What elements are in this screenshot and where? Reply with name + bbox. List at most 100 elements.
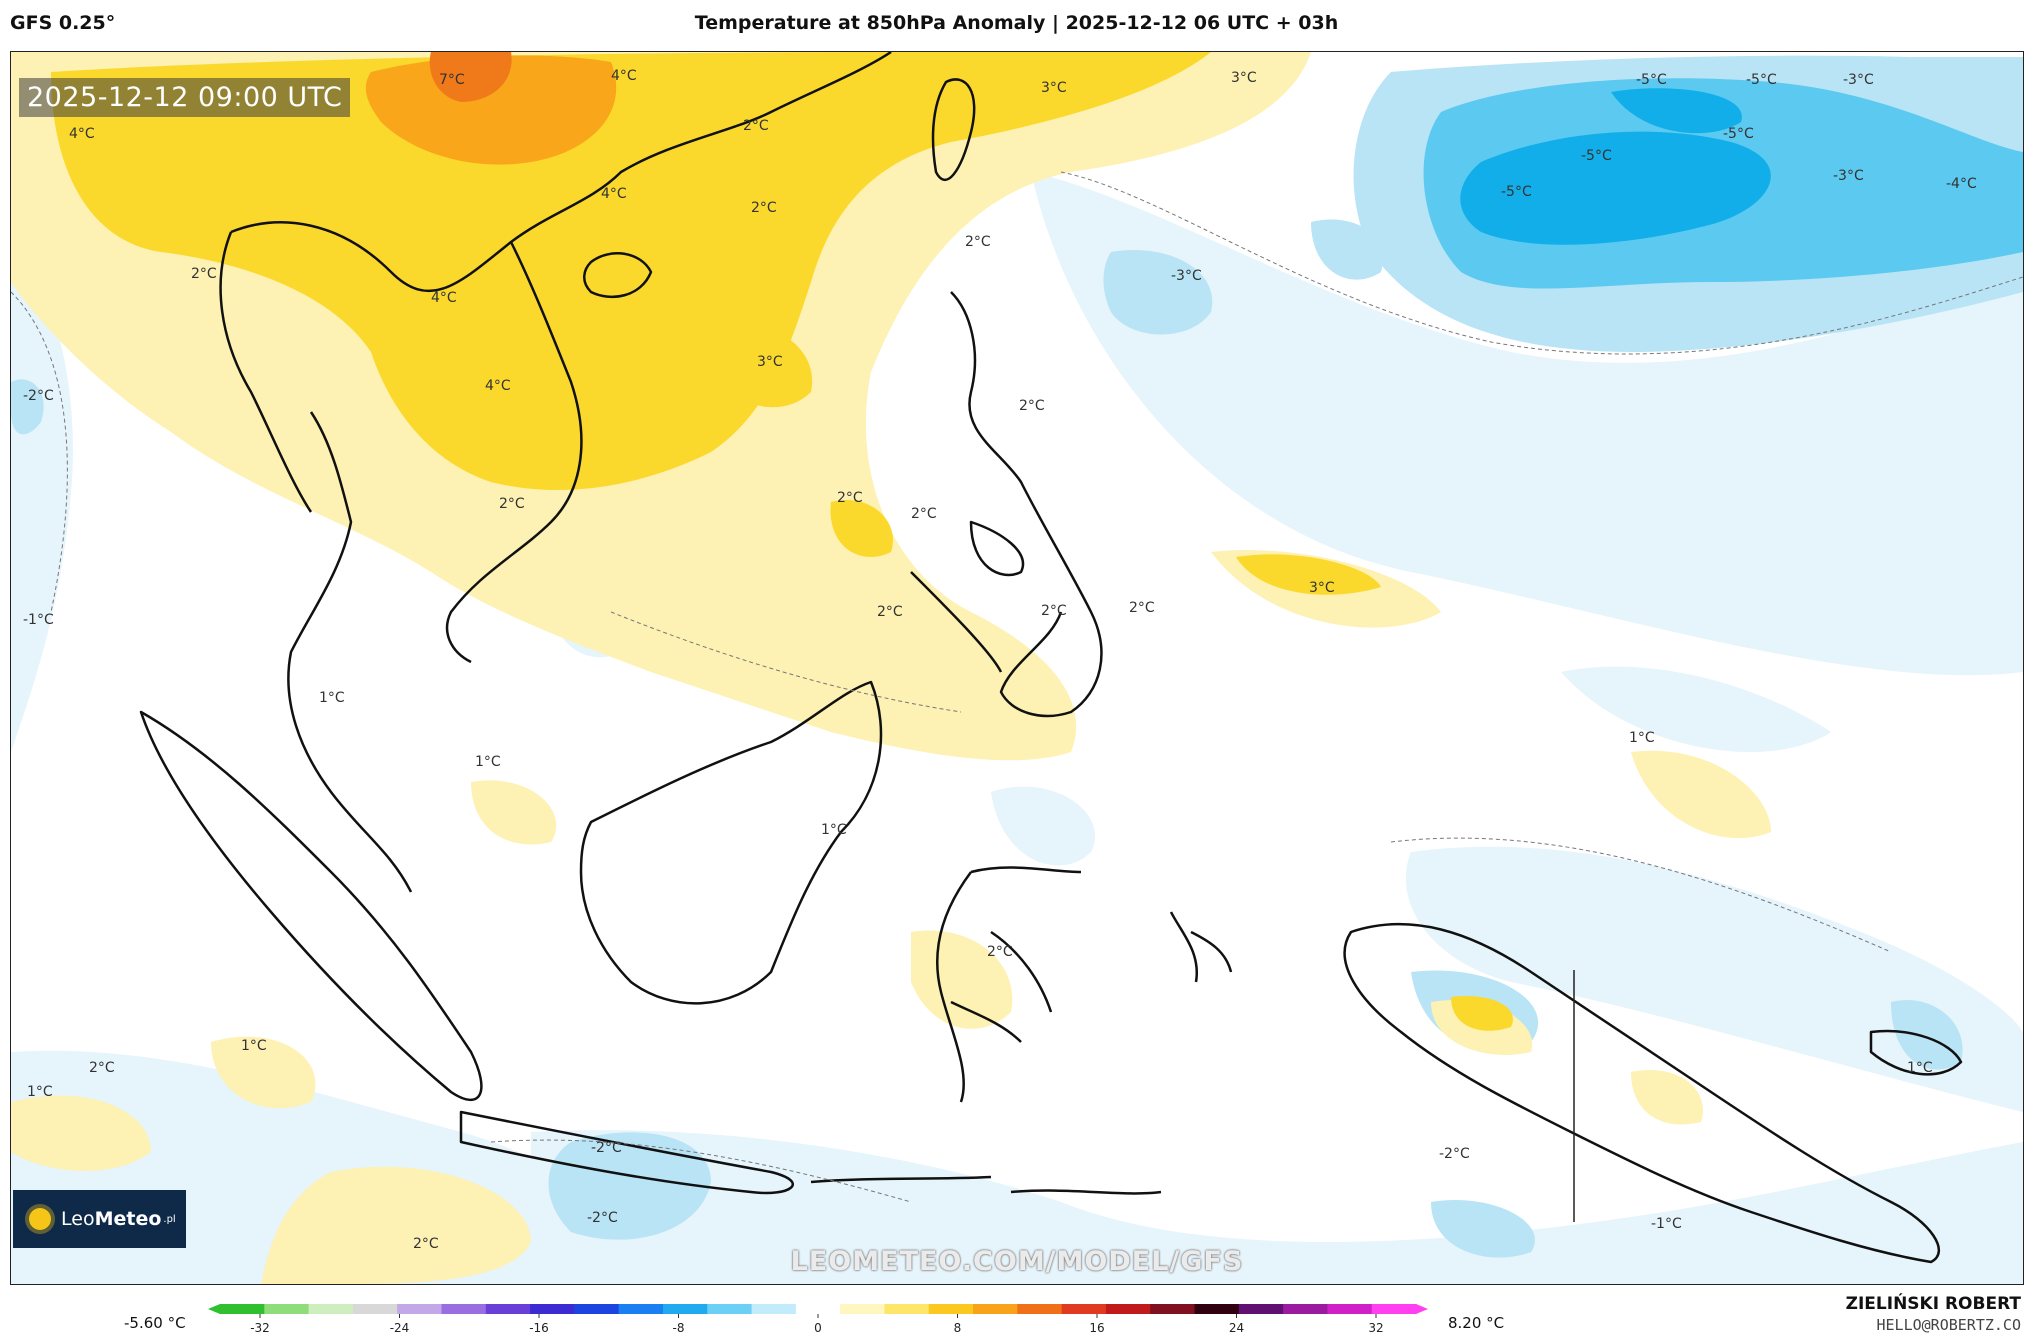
scale-tick-label: -24 (390, 1321, 410, 1335)
scale-color-cell (973, 1304, 1018, 1314)
watermark: LEOMETEO.COM/MODEL/GFS (790, 1246, 1244, 1277)
contour-label: 2°C (743, 118, 769, 134)
scale-color-cell (574, 1304, 620, 1314)
contour-label: 3°C (1231, 70, 1257, 86)
scale-tick-label: 16 (1089, 1321, 1104, 1335)
leometeo-logo[interactable]: Leo Meteo .pl (13, 1190, 186, 1248)
contour-label: 2°C (1129, 600, 1155, 616)
scale-color-cell (795, 1304, 841, 1314)
contour-label: -5°C (1581, 148, 1612, 164)
valid-time-badge: 2025-12-12 09:00 UTC (19, 78, 351, 117)
scale-color-cell (308, 1304, 354, 1314)
sun-icon (29, 1208, 51, 1230)
scale-color-cell (264, 1304, 310, 1314)
scale-color-cell (1105, 1304, 1151, 1314)
contour-label: 2°C (1041, 603, 1067, 619)
logo-text-suffix: .pl (163, 1213, 176, 1225)
contour-label: -2°C (23, 388, 54, 404)
scale-min-label: -5.60 °C (124, 1314, 186, 1332)
deep-blue-anomaly-areas (1460, 88, 1771, 245)
scale-color-cell (1327, 1304, 1373, 1314)
contour-label: 4°C (485, 378, 511, 394)
map-title: Temperature at 850hPa Anomaly | 2025-12-… (694, 12, 1339, 34)
contour-label: -1°C (23, 612, 54, 628)
scale-color-cell (928, 1304, 974, 1314)
contour-label: -5°C (1636, 72, 1667, 88)
scale-color-cell (530, 1304, 575, 1314)
orange-anomaly-areas (365, 55, 617, 165)
scale-tick-label: 0 (814, 1321, 822, 1335)
contour-label: -5°C (1723, 126, 1754, 142)
contour-label: 4°C (69, 126, 95, 142)
dashed-contours (11, 171, 2023, 1203)
scale-tick-label: -8 (673, 1321, 685, 1335)
contour-label: 2°C (877, 604, 903, 620)
scale-arrow-left (208, 1304, 220, 1314)
contour-label: -4°C (1946, 176, 1977, 192)
author-email[interactable]: HELLO@ROBERTZ.CO (1876, 1316, 2022, 1334)
scale-tick-label: 24 (1229, 1321, 1244, 1335)
contour-label: 2°C (413, 1236, 439, 1252)
contour-label: 1°C (821, 822, 847, 838)
scale-tick-label: 32 (1368, 1321, 1383, 1335)
scale-color-cell (220, 1304, 265, 1314)
contour-label: 4°C (611, 68, 637, 84)
scale-tick-label: -16 (529, 1321, 549, 1335)
contour-label: -2°C (591, 1140, 622, 1156)
scale-color-cell (1238, 1304, 1284, 1314)
contour-label: 3°C (1309, 580, 1335, 596)
scale-color-cell (1017, 1304, 1063, 1314)
contour-label: 1°C (241, 1038, 267, 1054)
anomaly-map[interactable]: 7°C 4°C 3°C 3°C -5°C -5°C -3°C -5°C -5°C… (11, 52, 2023, 1284)
contour-label: -2°C (1439, 1146, 1470, 1162)
scale-color-cell (884, 1304, 930, 1314)
red-orange-anomaly-areas (429, 52, 512, 102)
contour-label: 1°C (319, 690, 345, 706)
contour-label: 1°C (27, 1084, 53, 1100)
contour-label: 1°C (1907, 1060, 1933, 1076)
contour-label: 2°C (987, 944, 1013, 960)
contour-label: 2°C (837, 490, 863, 506)
scale-color-cell (1150, 1304, 1196, 1314)
color-scale-bar: -32 -24 -16 -8 0 8 16 24 32 (208, 1304, 1428, 1335)
map-panel[interactable]: 7°C 4°C 3°C 3°C -5°C -5°C -3°C -5°C -5°C… (10, 51, 2024, 1285)
header-bar: GFS 0.25° Temperature at 850hPa Anomaly … (0, 0, 2033, 50)
contour-label: -3°C (1843, 72, 1874, 88)
yellow-anomaly-areas (51, 52, 1513, 1031)
scale-color-cell (707, 1304, 753, 1314)
contour-label: 2°C (191, 266, 217, 282)
contour-label: 1°C (475, 754, 501, 770)
contour-label: 1°C (1629, 730, 1655, 746)
contour-label: -5°C (1501, 184, 1532, 200)
scale-color-cell (840, 1304, 886, 1314)
scale-color-cell (662, 1304, 708, 1314)
scale-tick-label: 8 (954, 1321, 962, 1335)
scale-max-label: 8.20 °C (1448, 1314, 1505, 1332)
contour-label: 2°C (499, 496, 525, 512)
contour-label: -1°C (1651, 1216, 1682, 1232)
scale-color-cell (1371, 1304, 1417, 1314)
contour-label: 2°C (911, 506, 937, 522)
contour-label: 2°C (1019, 398, 1045, 414)
scale-color-cell (1194, 1304, 1240, 1314)
scale-arrow-right (1416, 1304, 1428, 1314)
contour-label: 3°C (1041, 80, 1067, 96)
scale-color-cell (485, 1304, 531, 1314)
scale-color-cell (1283, 1304, 1329, 1314)
contour-label: -3°C (1171, 268, 1202, 284)
contour-label: 7°C (439, 72, 465, 88)
scale-tick-label: -32 (250, 1321, 270, 1335)
contour-label: -5°C (1746, 72, 1777, 88)
scale-color-cell (441, 1304, 487, 1314)
scale-color-cell (397, 1304, 443, 1314)
contour-label: 2°C (965, 234, 991, 250)
contour-label: 4°C (601, 186, 627, 202)
scale-color-cell (352, 1304, 398, 1314)
scale-color-cell (1061, 1304, 1107, 1314)
coastlines (139, 52, 1963, 1264)
contour-label: -3°C (1833, 168, 1864, 184)
scale-ticks: -32 -24 -16 -8 0 8 16 24 32 (250, 1314, 1384, 1335)
color-scale: -5.60 °C -32 -24 -16 -8 0 8 16 24 32 8.20 °C ZIE… (0, 1290, 2033, 1338)
contour-label: -2°C (587, 1210, 618, 1226)
contour-label: 2°C (89, 1060, 115, 1076)
